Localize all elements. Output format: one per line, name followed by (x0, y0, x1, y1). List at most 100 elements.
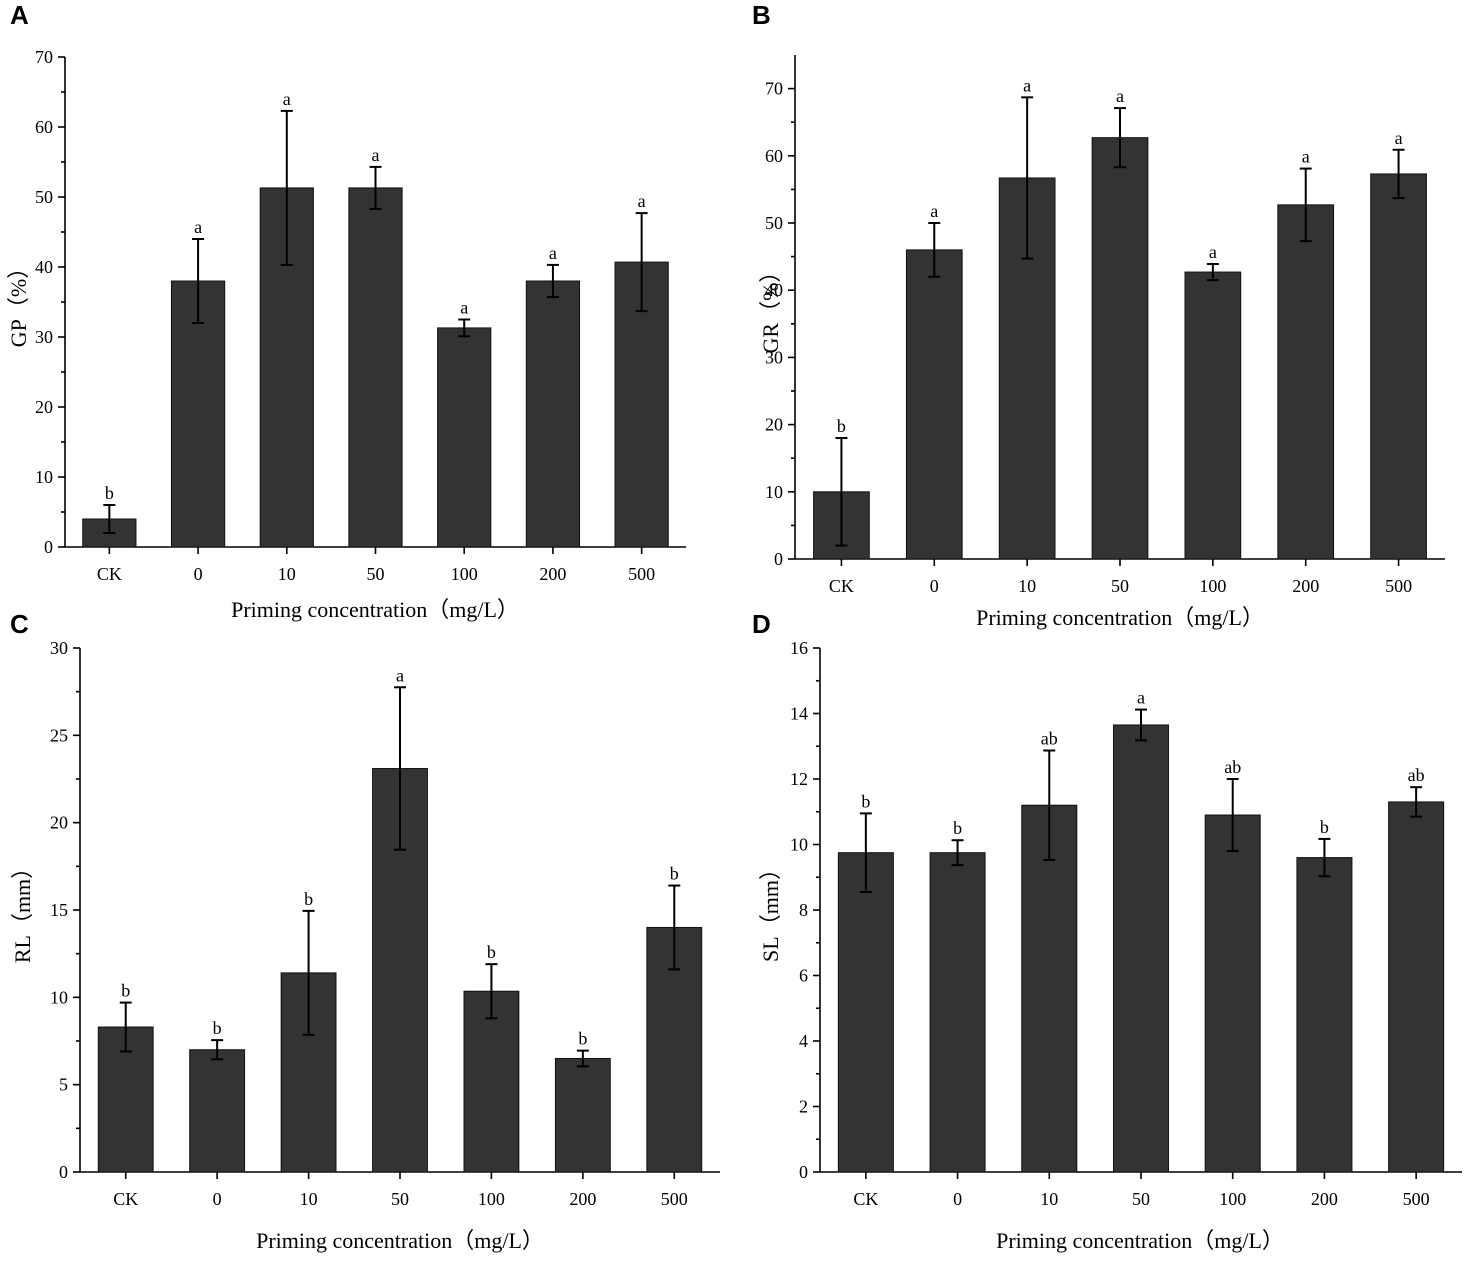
panel-b-bar-200 (1277, 204, 1335, 560)
panel-d-bar-50 (1112, 724, 1170, 1173)
panel-letter-c: C (10, 609, 29, 639)
panel-d-xtick-label-CK: CK (853, 1189, 878, 1209)
panel-b-ytick-label: 70 (765, 79, 783, 99)
panel-b-ytick-label: 0 (774, 549, 783, 569)
panel-c-xtick-label-50: 50 (391, 1189, 409, 1209)
panel-b-bar-500 (1370, 173, 1427, 560)
panel-a-ytick-label: 30 (35, 327, 53, 347)
panel-b-ytick-label: 30 (765, 347, 783, 367)
panel-a-bar-200 (525, 280, 581, 548)
panel-b-xtick-label-CK: CK (829, 576, 854, 596)
panel-d-bar-500 (1388, 801, 1445, 1173)
panel-d-ytick-label: 6 (799, 966, 808, 986)
panel-d-xtick-label-50: 50 (1132, 1189, 1150, 1209)
panel-d-sig-label-500: ab (1408, 765, 1425, 785)
panel-b-ytick-label: 60 (765, 146, 783, 166)
panel-b-xtick-label-200: 200 (1292, 576, 1319, 596)
panel-b-bar-50 (1091, 137, 1149, 560)
panel-d-ytick-label: 10 (790, 835, 808, 855)
panel-d: D 0 2 4 6 8 10 12 14 16 b CK b 0 ab 10 a 50 ab 100 b 200 ab 50… (752, 609, 1462, 1253)
panel-b-bar-0 (905, 249, 963, 560)
panel-b-plot: 0 10 20 30 40 50 60 70 b CK a 0 a 10 a 50 a 100 a 200 a 500 Pr… (758, 55, 1445, 630)
panel-a-xtick-label-CK: CK (97, 564, 122, 584)
panel-c-sig-label-100: b (487, 942, 496, 962)
panel-c-ytick-label: 0 (59, 1162, 68, 1182)
panel-d-ytick-label: 12 (790, 769, 808, 789)
panel-a-sig-label-100: a (460, 298, 468, 318)
panel-c-ytick-label: 25 (50, 725, 68, 745)
panel-d-xtick-label-10: 10 (1040, 1189, 1058, 1209)
panel-b-sig-label-10: a (1023, 75, 1031, 95)
panel-d-bar-0 (929, 852, 986, 1173)
panel-c-sig-label-10: b (304, 889, 313, 909)
panel-a-ytick-label: 60 (35, 117, 53, 137)
panel-letter-b: B (752, 0, 771, 30)
panel-a-xtick-label-500: 500 (628, 564, 655, 584)
panel-a-y-axis-title: GP（%） (6, 257, 31, 347)
panel-c-plot: 0 5 10 15 20 25 30 b CK b 0 b 10 a 50 b 100 b 200 b 500 Primi… (10, 638, 720, 1253)
panel-a-ytick-label: 0 (44, 537, 53, 557)
panel-b-xtick-label-0: 0 (930, 576, 939, 596)
panel-a-xtick-label-100: 100 (451, 564, 478, 584)
panel-d-sig-label-200: b (1320, 817, 1329, 837)
panel-d-xtick-label-500: 500 (1403, 1189, 1430, 1209)
panel-a-xtick-label-50: 50 (367, 564, 385, 584)
panel-b-sig-label-100: a (1209, 242, 1217, 262)
panel-b-ytick-label: 40 (765, 280, 783, 300)
panel-a-sig-label-500: a (638, 191, 646, 211)
panel-b-bar-100 (1184, 271, 1242, 560)
panel-c-ytick-label: 20 (50, 813, 68, 833)
panel-c-xtick-label-10: 10 (300, 1189, 318, 1209)
panel-b-x-axis-title: Priming concentration（mg/L） (976, 605, 1264, 630)
panel-d-ytick-label: 14 (790, 704, 808, 724)
panel-a-sig-label-0: a (194, 217, 202, 237)
panel-d-plot: 0 2 4 6 8 10 12 14 16 b CK b 0 ab 10 a 50 ab 100 b 200 ab 500 P… (758, 638, 1462, 1253)
panel-c: C 0 5 10 15 20 25 30 b CK b 0 b 10 a 50 b 100 b 200 b 500 Pri… (10, 609, 720, 1253)
panel-c-bar-200 (554, 1057, 611, 1173)
panel-c-xtick-label-CK: CK (113, 1189, 138, 1209)
panel-d-ytick-label: 2 (799, 1097, 808, 1117)
panel-d-ytick-label: 16 (790, 638, 808, 658)
panel-c-xtick-label-0: 0 (213, 1189, 222, 1209)
panel-d-sig-label-0: b (953, 818, 962, 838)
panel-a-xtick-label-200: 200 (539, 564, 566, 584)
panel-letter-d: D (752, 609, 771, 639)
panel-a-ytick-label: 40 (35, 257, 53, 277)
panel-c-bar-0 (189, 1049, 246, 1173)
panel-a-ytick-label: 50 (35, 187, 53, 207)
panel-b-ytick-label: 10 (765, 482, 783, 502)
panel-a-x-axis-title: Priming concentration（mg/L） (231, 597, 519, 622)
panel-c-ytick-label: 5 (59, 1075, 68, 1095)
panel-a-bar-0 (170, 280, 226, 548)
panel-d-sig-label-100: ab (1224, 757, 1241, 777)
panel-c-ytick-label: 10 (50, 987, 68, 1007)
panel-d-ytick-label: 8 (799, 900, 808, 920)
panel-a-xtick-label-10: 10 (278, 564, 296, 584)
panel-a-xtick-label-0: 0 (194, 564, 203, 584)
panel-b-sig-label-200: a (1302, 147, 1310, 167)
panel-c-bar-100 (463, 990, 520, 1173)
panel-c-ytick-label: 15 (50, 900, 68, 920)
panel-a-ytick-label: 20 (35, 397, 53, 417)
panel-d-bar-200 (1296, 857, 1353, 1173)
panel-c-sig-label-CK: b (121, 981, 130, 1001)
panel-b-xtick-label-50: 50 (1111, 576, 1129, 596)
panel-b: B 0 10 20 30 40 50 60 70 b CK a 0 a 10 a 50 a 100 a 200 a 500… (752, 0, 1445, 630)
panel-c-xtick-label-200: 200 (569, 1189, 596, 1209)
panel-b-sig-label-0: a (930, 201, 938, 221)
panel-d-ytick-label: 4 (799, 1031, 808, 1051)
panel-c-xtick-label-100: 100 (478, 1189, 505, 1209)
panel-c-x-axis-title: Priming concentration（mg/L） (256, 1228, 544, 1253)
panel-c-sig-label-50: a (396, 665, 404, 685)
panel-a-sig-label-10: a (283, 89, 291, 109)
panel-d-bar-100 (1204, 814, 1261, 1173)
panel-a: A 0 10 20 30 40 50 60 70 b CK a 0 a 10 a 50 a 100 a 200 a 500… (6, 0, 686, 622)
panel-a-bar-50 (348, 187, 403, 548)
panel-b-xtick-label-10: 10 (1018, 576, 1036, 596)
panel-d-xtick-label-200: 200 (1311, 1189, 1338, 1209)
panel-b-xtick-label-100: 100 (1199, 576, 1226, 596)
panel-c-sig-label-0: b (213, 1018, 222, 1038)
panel-a-bar-100 (437, 327, 492, 548)
panel-a-sig-label-50: a (372, 145, 380, 165)
